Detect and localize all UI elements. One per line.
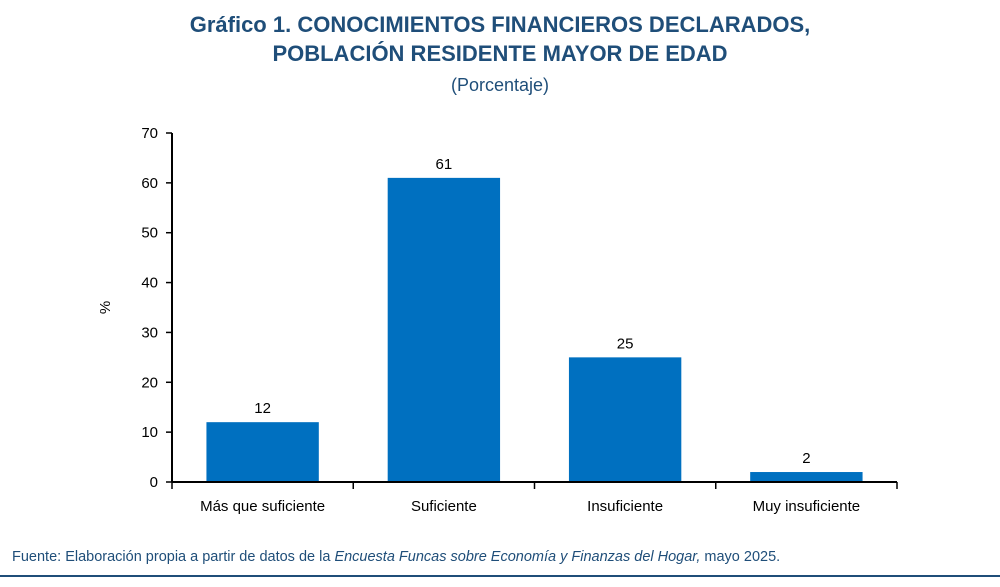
- x-tick-label: Muy insuficiente: [753, 498, 861, 515]
- data-label: 12: [254, 400, 271, 417]
- source-divider: [0, 575, 1000, 577]
- y-tick-label: 70: [141, 125, 158, 142]
- y-tick-label: 50: [141, 225, 158, 242]
- y-tick-label: 20: [141, 374, 158, 391]
- source-note: Fuente: Elaboración propia a partir de d…: [12, 549, 780, 565]
- bar: [387, 177, 501, 482]
- y-axis-label: %: [97, 301, 114, 314]
- chart-subtitle: (Porcentaje): [450, 75, 550, 95]
- source-prefix: Fuente: Elaboración propia a partir de d…: [12, 549, 335, 565]
- data-label: 61: [436, 156, 453, 173]
- x-tick-label: Insuficiente: [587, 498, 663, 515]
- data-label: 25: [617, 335, 634, 352]
- bar: [568, 357, 682, 482]
- data-label: 2: [802, 450, 810, 467]
- y-tick-label: 60: [141, 175, 158, 192]
- x-tick-label: Más que suficiente: [200, 498, 325, 515]
- bar-chart: 0 10 20 30 40 50 60 70% 12 Más que suficiente 61 Su…: [97, 125, 898, 515]
- bar: [206, 422, 319, 482]
- y-tick-label: 30: [141, 324, 158, 341]
- bar: [750, 472, 863, 482]
- source-survey-name: Encuesta Funcas sobre Economía y Finanza…: [334, 549, 701, 565]
- source-suffix: mayo 2025.: [700, 549, 781, 565]
- chart-title-line-2: POBLACIÓN RESIDENTE MAYOR DE EDAD: [272, 41, 728, 66]
- y-tick-label: 10: [141, 424, 158, 441]
- chart-title-line-1: Gráfico 1. CONOCIMIENTOS FINANCIEROS DEC…: [189, 12, 811, 37]
- y-tick-label: 0: [150, 474, 158, 491]
- x-tick-label: Suficiente: [411, 498, 477, 515]
- y-tick-label: 40: [141, 275, 158, 292]
